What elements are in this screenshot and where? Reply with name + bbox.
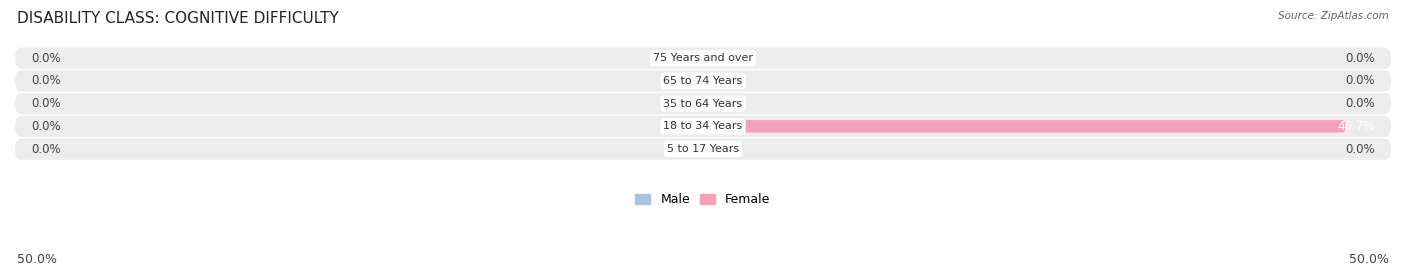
Text: 0.0%: 0.0% [1346,143,1375,155]
Text: 18 to 34 Years: 18 to 34 Years [664,121,742,131]
FancyBboxPatch shape [15,116,1391,137]
Text: 0.0%: 0.0% [31,52,60,65]
Text: 0.0%: 0.0% [31,120,60,133]
Text: 50.0%: 50.0% [17,253,56,266]
Text: 0.0%: 0.0% [1346,52,1375,65]
Legend: Male, Female: Male, Female [636,193,770,206]
Text: 5 to 17 Years: 5 to 17 Years [666,144,740,154]
Text: Source: ZipAtlas.com: Source: ZipAtlas.com [1278,11,1389,21]
Text: 0.0%: 0.0% [31,143,60,155]
Text: 75 Years and over: 75 Years and over [652,53,754,63]
FancyBboxPatch shape [669,52,703,65]
Text: 0.0%: 0.0% [31,75,60,87]
FancyBboxPatch shape [703,120,1346,133]
FancyBboxPatch shape [669,75,703,87]
Text: DISABILITY CLASS: COGNITIVE DIFFICULTY: DISABILITY CLASS: COGNITIVE DIFFICULTY [17,11,339,26]
Text: 46.7%: 46.7% [1337,120,1375,133]
FancyBboxPatch shape [703,97,737,110]
FancyBboxPatch shape [669,143,703,155]
FancyBboxPatch shape [15,70,1391,92]
FancyBboxPatch shape [669,120,703,133]
FancyBboxPatch shape [15,93,1391,114]
FancyBboxPatch shape [15,138,1391,160]
FancyBboxPatch shape [703,75,737,87]
FancyBboxPatch shape [703,143,737,155]
FancyBboxPatch shape [669,97,703,110]
Text: 0.0%: 0.0% [1346,75,1375,87]
FancyBboxPatch shape [703,52,737,65]
Text: 0.0%: 0.0% [31,97,60,110]
Text: 65 to 74 Years: 65 to 74 Years [664,76,742,86]
Text: 50.0%: 50.0% [1350,253,1389,266]
Text: 0.0%: 0.0% [1346,97,1375,110]
FancyBboxPatch shape [15,48,1391,69]
Text: 35 to 64 Years: 35 to 64 Years [664,99,742,109]
